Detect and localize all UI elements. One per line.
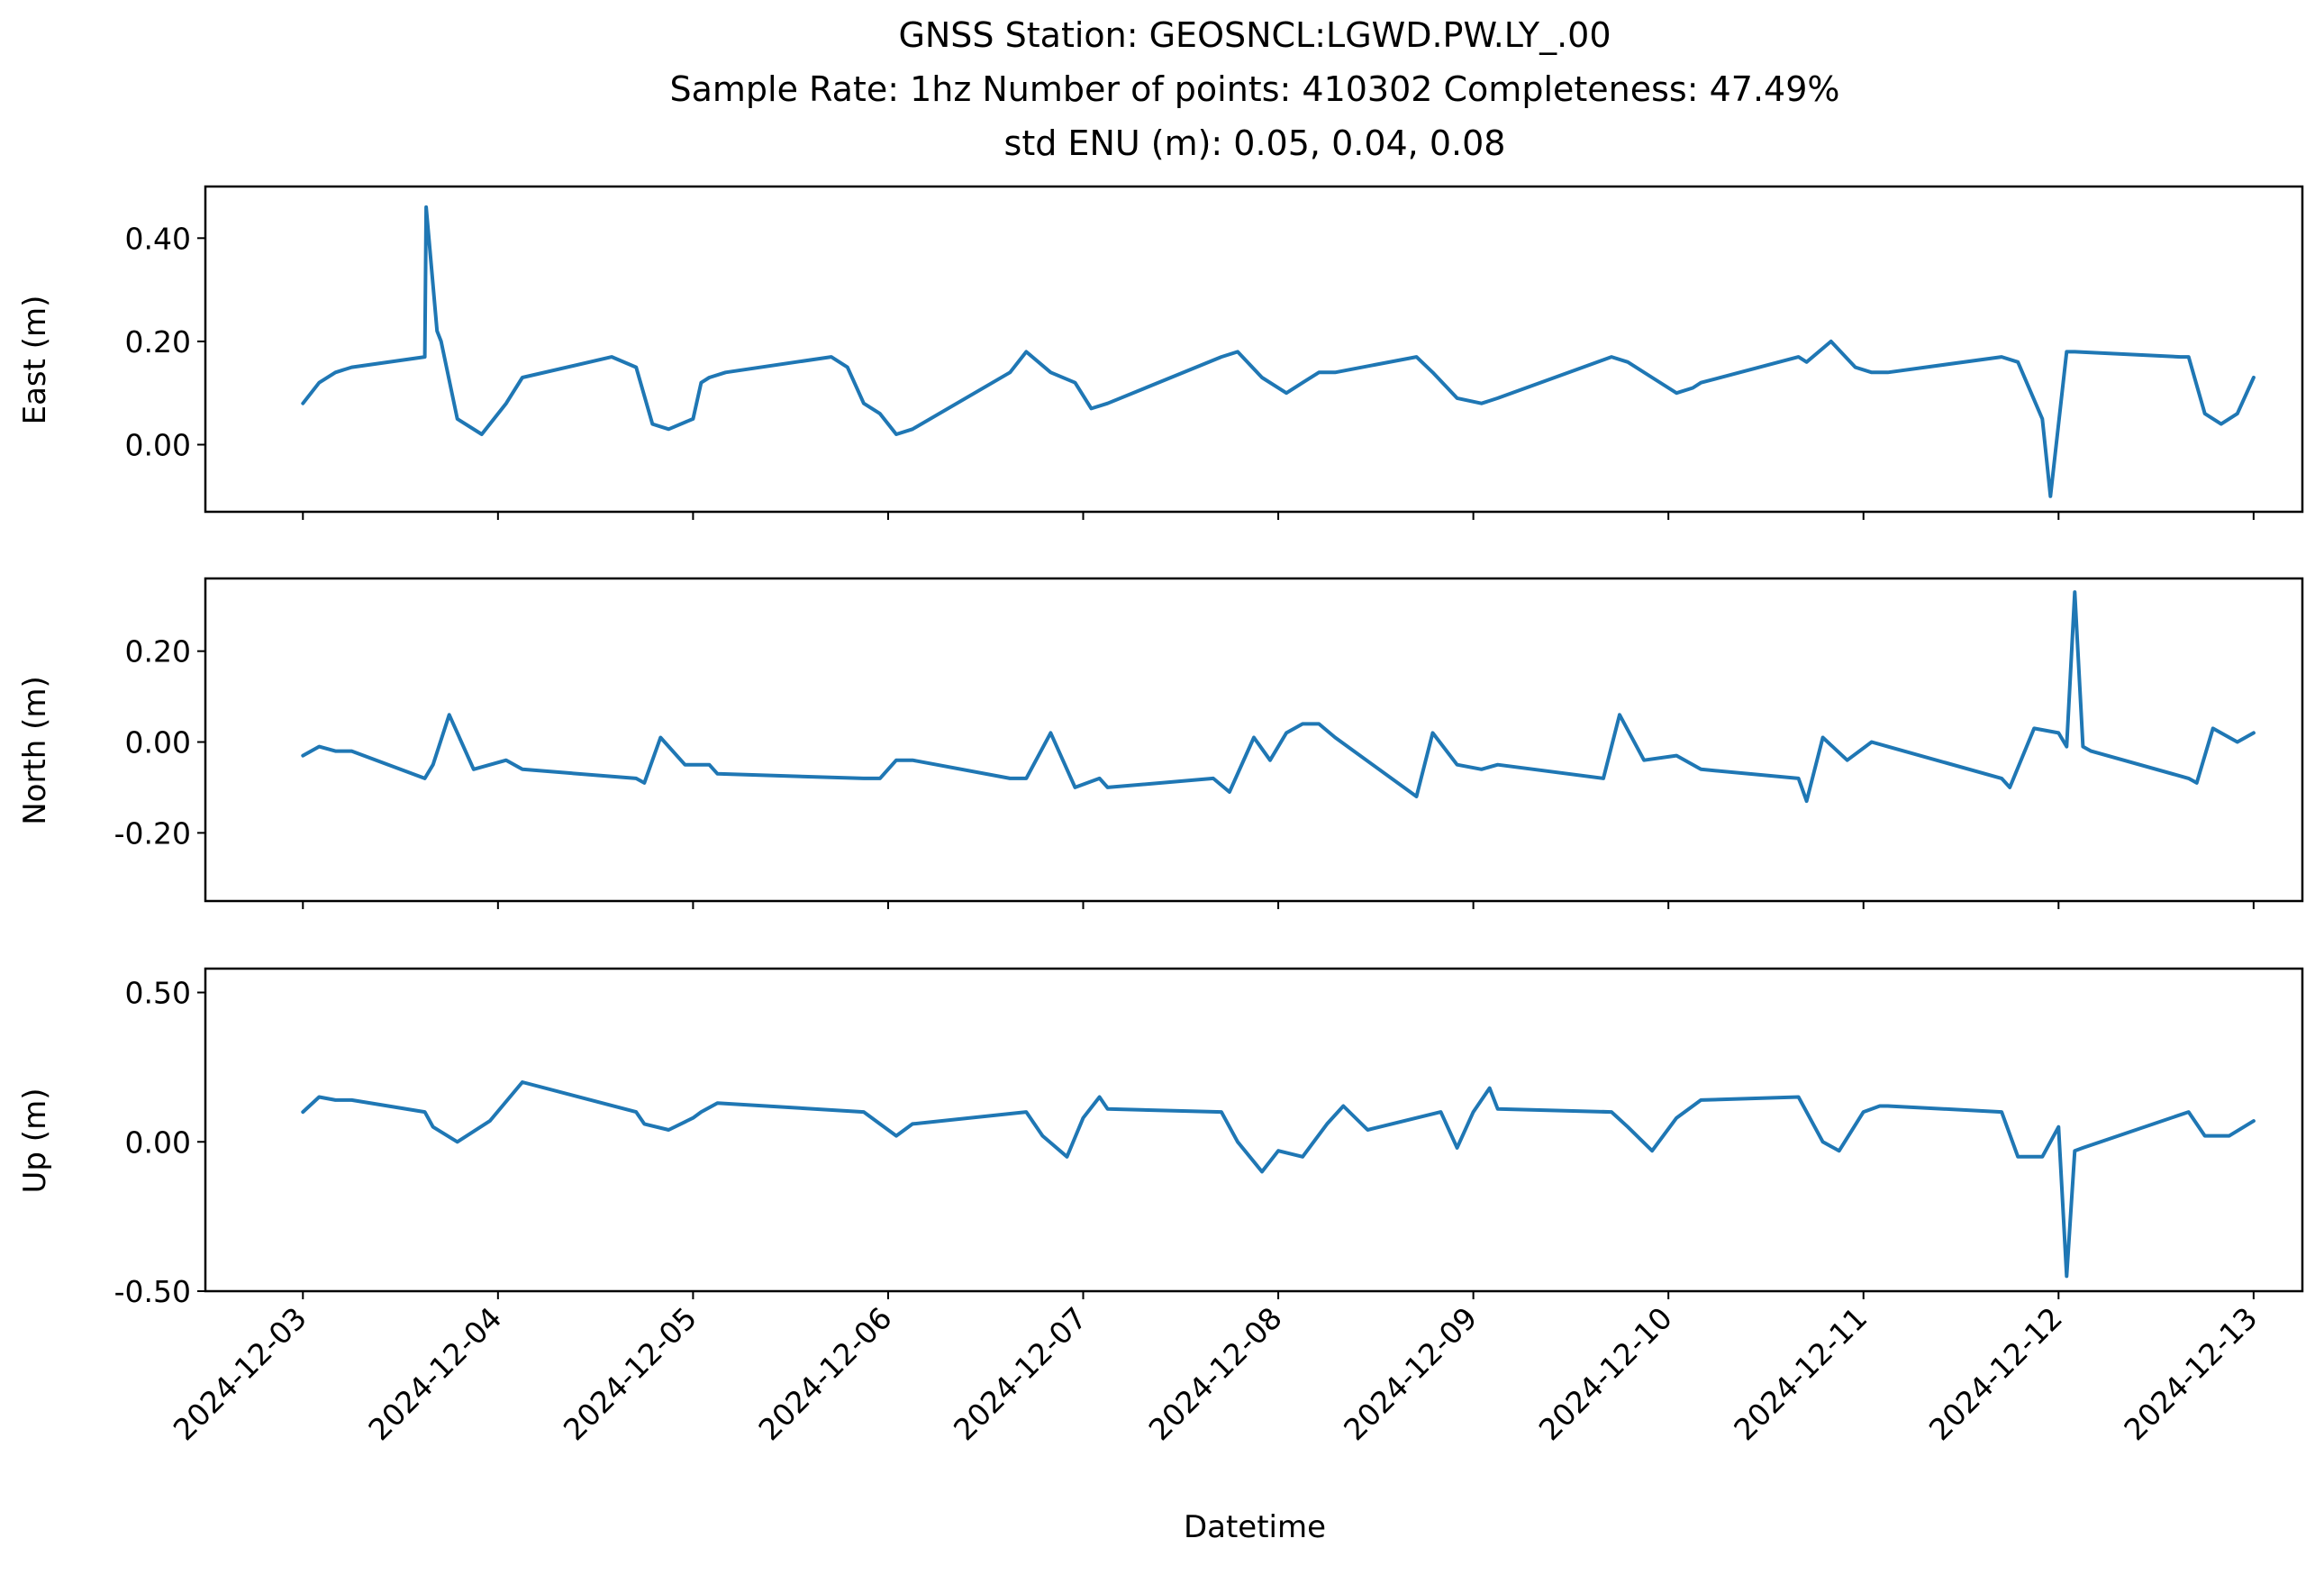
- x-tick-label: 2024-12-12: [1922, 1300, 2069, 1447]
- chart-title: GNSS Station: GEOSNCL:LGWD.PW.LY_.00 Sam…: [670, 15, 1840, 163]
- up-axis-label: Up (m): [17, 1088, 53, 1194]
- north-y-tick-label: 0.20: [125, 634, 191, 669]
- x-tick-label: 2024-12-07: [947, 1300, 1094, 1447]
- up-y-tick-label: 0.00: [125, 1124, 191, 1160]
- up-y-tick-label: -0.50: [114, 1274, 191, 1309]
- up-y-tick-label: 0.50: [125, 976, 191, 1011]
- x-tick-label: 2024-12-03: [167, 1300, 313, 1447]
- north-axis-label: North (m): [17, 676, 53, 825]
- north-y-tick-label: -0.20: [114, 815, 191, 851]
- east-series-line: [301, 205, 2256, 498]
- up-panel: 0.50 0.00 -0.50 Up (m): [17, 967, 2304, 1309]
- x-tick-label: 2024-12-10: [1532, 1300, 1679, 1447]
- east-panel: 0.40 0.20 0.00 East (m): [17, 185, 2304, 520]
- east-y-tick-label: 0.40: [125, 221, 191, 256]
- x-tick-label: 2024-12-13: [2117, 1300, 2264, 1447]
- east-y-tick-label: 0.20: [125, 324, 191, 360]
- north-series-line: [301, 590, 2256, 804]
- north-plot-frame: [204, 577, 2304, 903]
- x-tick-label: 2024-12-08: [1142, 1300, 1289, 1447]
- north-y-tick-label: 0.00: [125, 725, 191, 760]
- up-series-line: [301, 1080, 2256, 1279]
- east-y-tick-label: 0.00: [125, 428, 191, 463]
- x-tick-label: 2024-12-05: [557, 1300, 704, 1447]
- title-line-3: std ENU (m): 0.05, 0.04, 0.08: [1004, 123, 1506, 163]
- x-tick-label: 2024-12-09: [1337, 1300, 1484, 1447]
- x-tick-label: 2024-12-04: [361, 1300, 508, 1447]
- x-axis-label: Datetime: [1184, 1509, 1326, 1545]
- up-plot-frame: [204, 967, 2304, 1293]
- x-axis: Datetime 2024-12-03 2024-12-04 2024-12-05 2…: [167, 1300, 2265, 1545]
- title-line-1: GNSS Station: GEOSNCL:LGWD.PW.LY_.00: [898, 15, 1611, 55]
- x-tick-label: 2024-12-06: [751, 1300, 898, 1447]
- x-tick-label: 2024-12-11: [1727, 1300, 1874, 1447]
- east-plot-frame: [204, 185, 2304, 514]
- north-panel: 0.20 0.00 -0.20 North (m): [17, 577, 2304, 909]
- title-line-2: Sample Rate: 1hz Number of points: 41030…: [670, 69, 1840, 109]
- east-axis-label: East (m): [17, 296, 53, 425]
